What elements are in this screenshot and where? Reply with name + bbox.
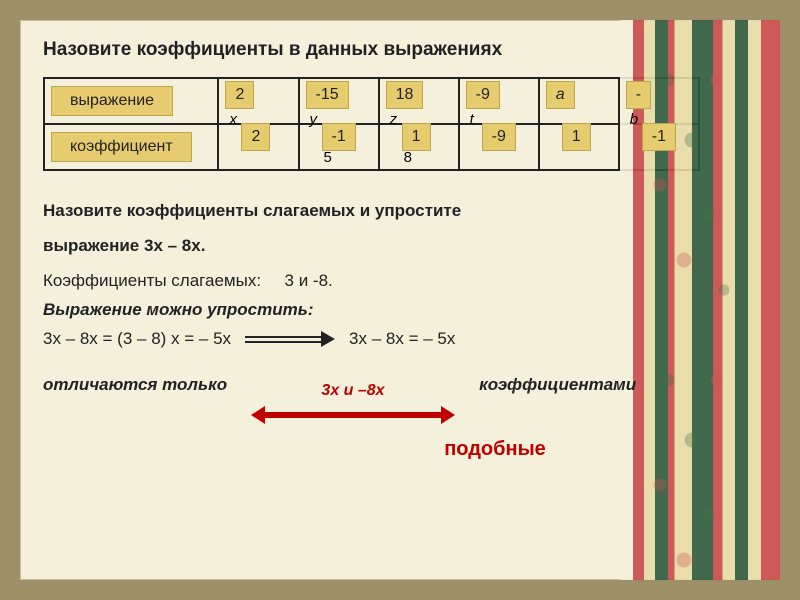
- coef-box: 2: [241, 123, 270, 151]
- red-connector: 3x и –8x: [263, 402, 443, 432]
- differ-left: отличаются только: [43, 371, 227, 400]
- coef-box: 1: [562, 123, 591, 151]
- coef-sub: 8: [404, 149, 412, 166]
- arrow-right-icon: [245, 334, 335, 344]
- coefficients-table: выражение 2x -15y 18z -9t a -b коэффицие…: [43, 77, 700, 171]
- expr-box: 18: [386, 81, 424, 109]
- task-subtitle-a: Назовите коэффициенты слагаемых и упрост…: [43, 197, 757, 226]
- coefficients-values: 3 и -8.: [285, 271, 333, 290]
- expr-sub: z: [390, 111, 398, 128]
- equation-left: 3x – 8x = (3 – 8) x = – 5x: [43, 325, 231, 354]
- coef-box: 1: [402, 123, 431, 151]
- expr-box: -: [626, 81, 651, 109]
- coefficients-label: Коэффициенты слагаемых:: [43, 271, 261, 290]
- task-subtitle-b: выражение 3x – 8x.: [43, 232, 757, 261]
- row-label-coefficient: коэффициент: [51, 132, 192, 162]
- expr-box: -15: [306, 81, 349, 109]
- expr-box: a: [546, 81, 575, 109]
- expr-box: -9: [466, 81, 500, 109]
- expr-sub: x: [229, 111, 237, 128]
- expr-box: 2: [225, 81, 254, 109]
- expr-sub: t: [470, 111, 474, 128]
- coef-box: -1: [642, 123, 676, 151]
- task-block: Назовите коэффициенты слагаемых и упрост…: [43, 197, 757, 400]
- equation-right: 3x – 8x = – 5x: [349, 325, 455, 354]
- coef-box: -9: [482, 123, 516, 151]
- coef-sub: 5: [324, 149, 332, 166]
- expr-sub: y: [310, 111, 318, 128]
- simplify-hint: Выражение можно упростить:: [43, 296, 757, 325]
- coef-box: -1: [322, 123, 356, 151]
- differ-right: коэффициентами: [479, 371, 636, 400]
- expr-sub: b: [630, 111, 638, 128]
- row-label-expression: выражение: [51, 86, 173, 116]
